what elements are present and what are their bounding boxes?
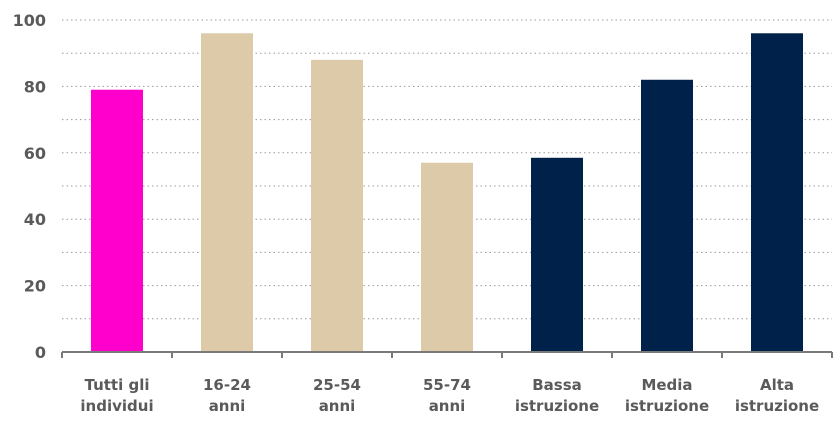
y-tick-label-60: 60 [24,144,46,163]
category-label-5: Media istruzione [625,376,709,415]
bar-0 [91,89,143,352]
category-label-2: 25-54 anni [313,376,361,415]
bar-5 [641,79,693,352]
axes [61,351,833,358]
bar-6 [751,33,803,352]
category-label-4: Bassa istruzione [515,376,599,415]
category-label-3: 55-74 anni [423,376,471,415]
bar-2 [311,59,363,353]
bars [91,33,803,353]
category-label-6: Alta istruzione [735,376,819,415]
category-label-1: 16-24 anni [203,376,251,415]
y-tick-label-40: 40 [24,210,46,229]
bar-4 [531,157,583,352]
labels: 0 20 40 60 80 100 Tutti gli individui 16-24 anni 2… [13,11,820,415]
y-tick-label-80: 80 [24,77,46,96]
y-tick-label-20: 20 [24,277,46,296]
bar-3 [421,162,473,352]
y-tick-label-100: 100 [13,11,46,30]
bar-1 [201,33,253,352]
y-tick-label-0: 0 [35,343,46,362]
category-label-0: Tutti gli individui [80,376,153,415]
